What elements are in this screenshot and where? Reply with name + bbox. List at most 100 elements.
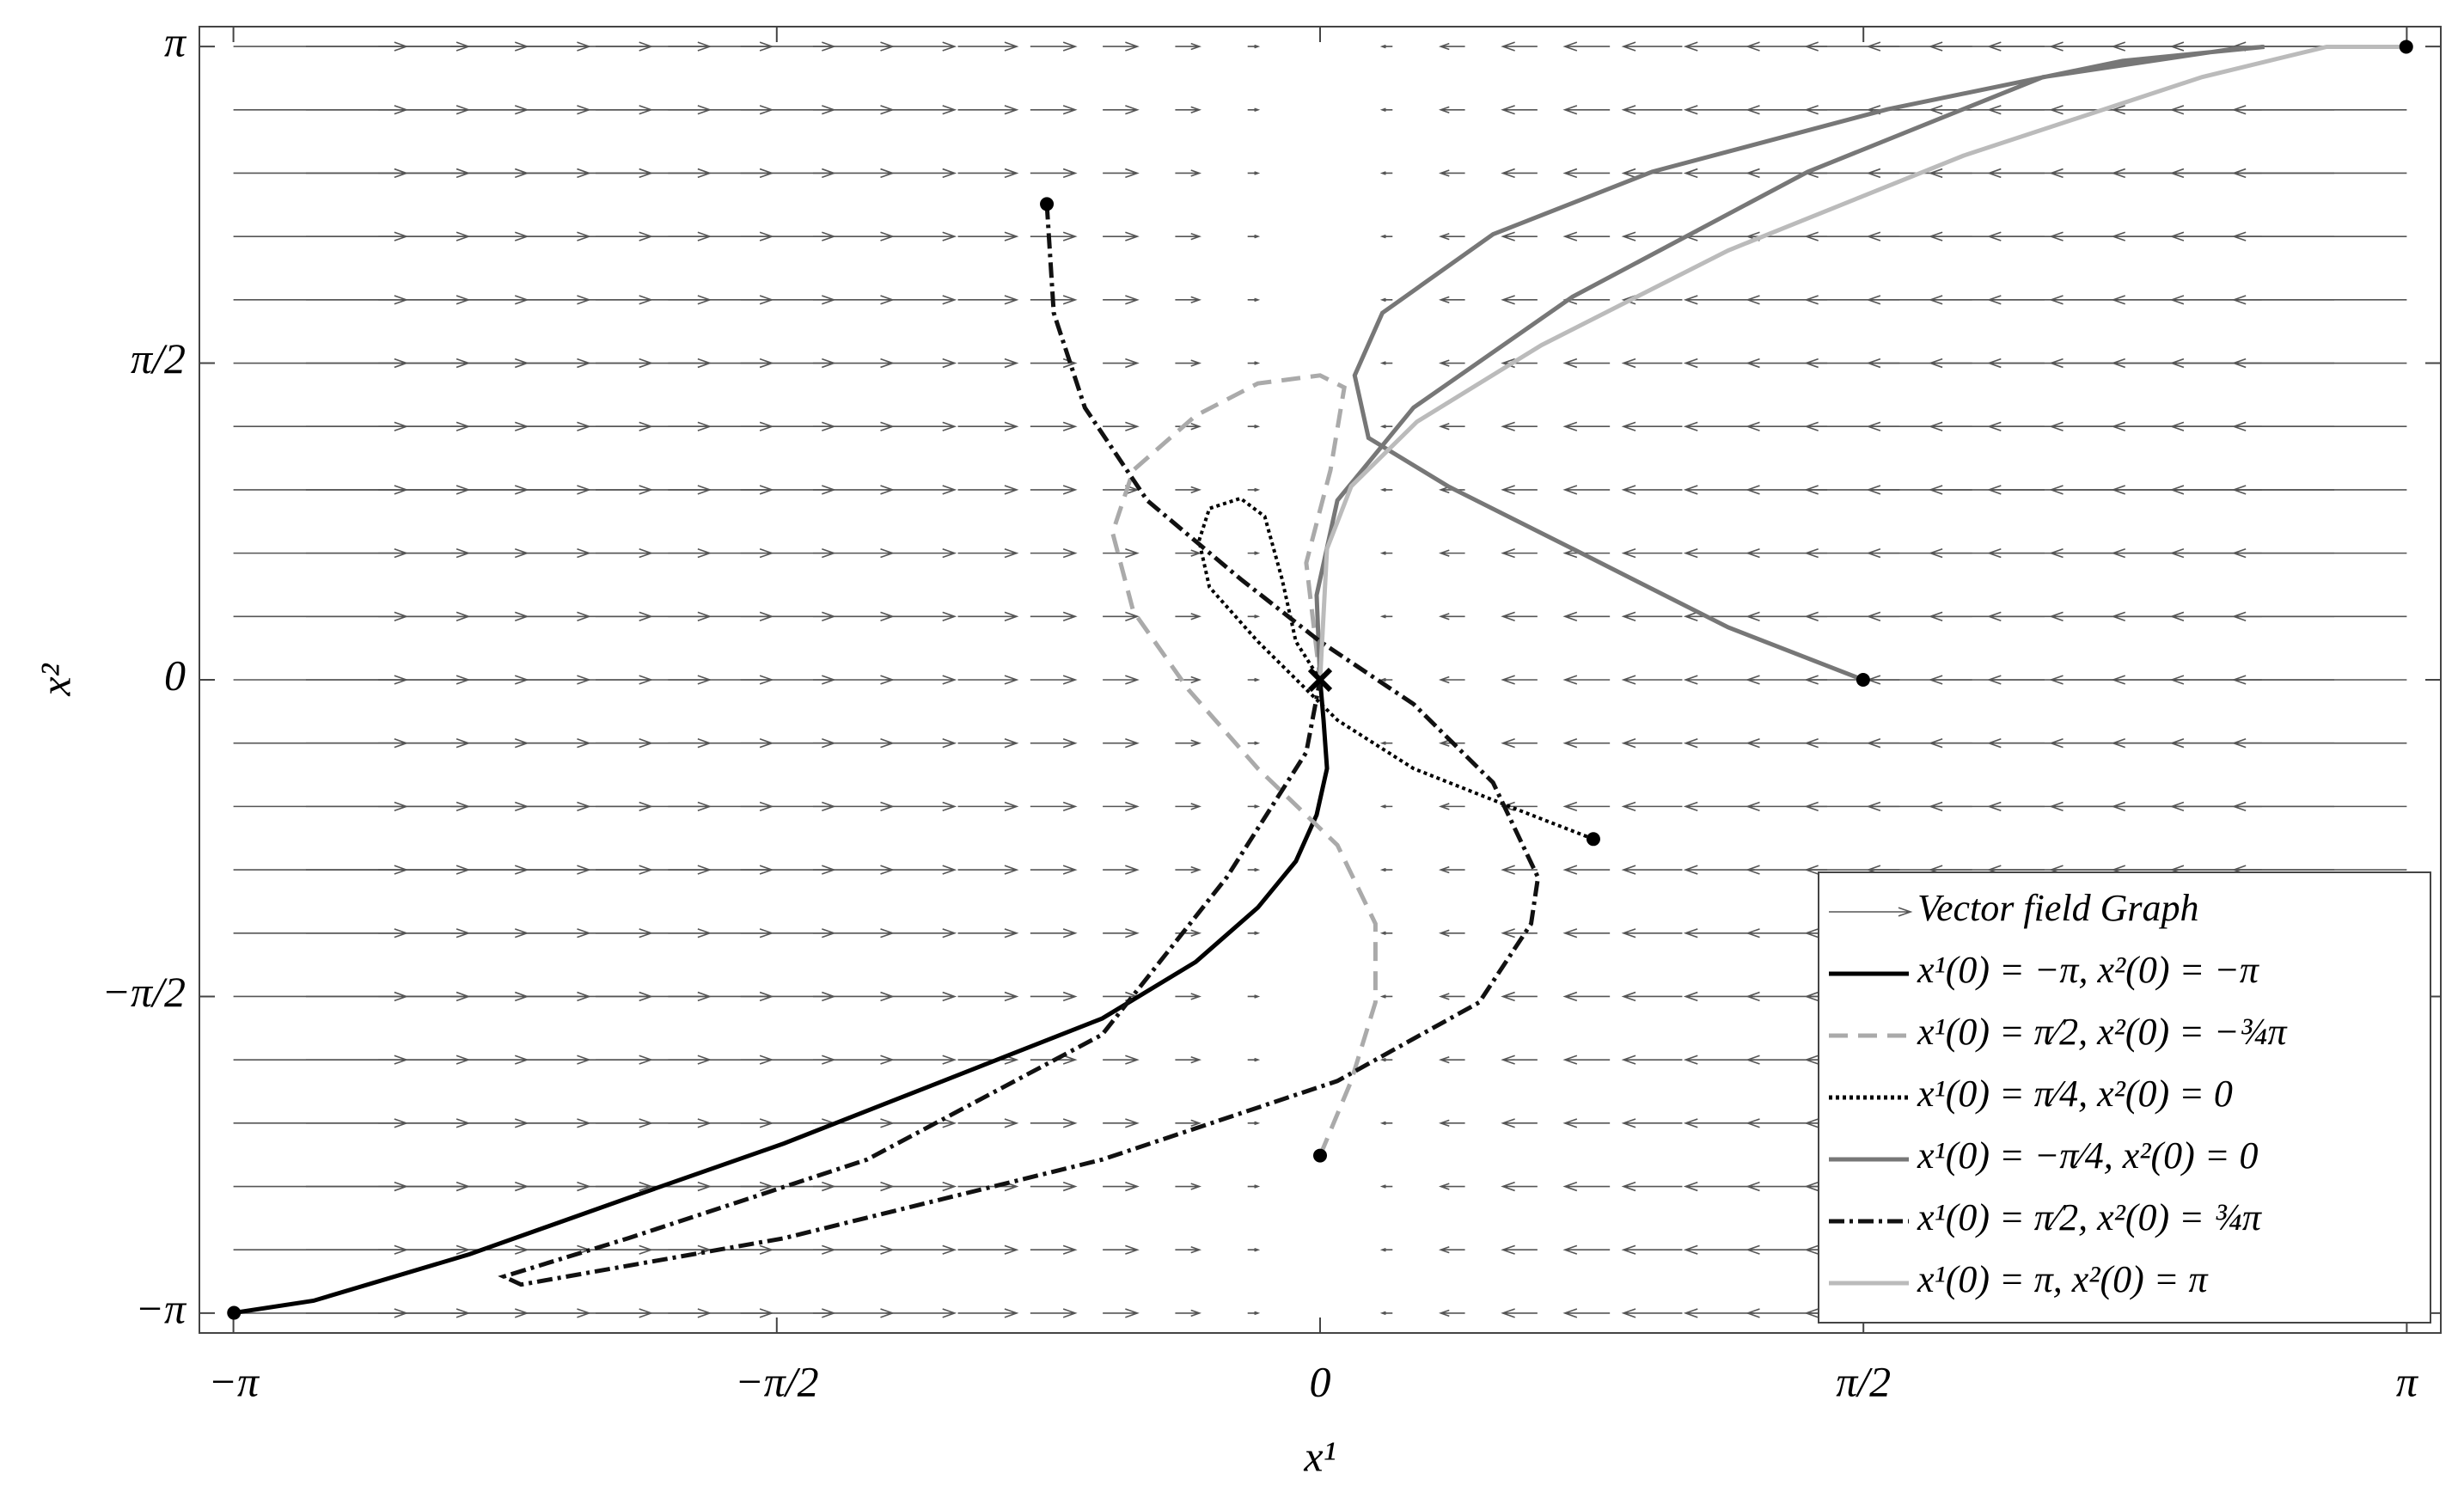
vector-arrow xyxy=(1501,611,1538,621)
vector-arrow xyxy=(1379,1184,1393,1189)
vector-arrow xyxy=(957,485,1019,495)
y-tick-label: −π xyxy=(135,1284,187,1332)
vector-arrow xyxy=(957,928,1019,938)
legend-label: Vector field Graph xyxy=(1917,887,2199,929)
vector-arrow xyxy=(1175,1246,1202,1254)
vector-arrow xyxy=(1247,234,1261,239)
vector-arrow xyxy=(1438,549,1465,557)
vector-arrow xyxy=(1175,613,1202,621)
vector-arrow xyxy=(1030,865,1078,875)
x-tick-label: −π xyxy=(208,1357,260,1405)
vector-arrow xyxy=(1621,358,1683,369)
legend-box xyxy=(1818,871,2431,1324)
vector-arrow xyxy=(885,611,957,621)
vector-arrow xyxy=(885,1055,957,1065)
vector-arrow xyxy=(957,295,1019,305)
vector-arrow xyxy=(957,41,1019,52)
vector-arrow xyxy=(1379,994,1393,999)
vector-arrow xyxy=(1103,41,1140,52)
y-axis-label: x² xyxy=(31,663,79,696)
vector-arrow xyxy=(2231,801,2407,812)
equilibrium-marker xyxy=(1307,667,1333,693)
vector-arrow xyxy=(1438,42,1465,51)
vector-arrow xyxy=(2231,421,2407,431)
legend-label: x¹(0) = −π⁄4, x²(0) = 0 xyxy=(1917,1134,2259,1177)
vector-arrow xyxy=(1379,1247,1393,1252)
vector-arrow xyxy=(1621,105,1683,115)
start-point xyxy=(2399,40,2413,54)
vector-arrow xyxy=(1438,1309,1465,1318)
vector-arrow xyxy=(1438,676,1465,684)
vector-arrow xyxy=(1379,361,1393,365)
start-point xyxy=(1313,1148,1327,1163)
vector-arrow xyxy=(957,421,1019,431)
vector-arrow xyxy=(2231,295,2407,305)
vector-arrow xyxy=(1379,614,1393,619)
vector-arrow xyxy=(1247,487,1261,492)
vector-arrow xyxy=(1103,547,1140,559)
vector-arrow xyxy=(1175,739,1202,747)
vector-arrow xyxy=(1683,738,1755,749)
vector-arrow xyxy=(1103,105,1140,115)
vector-arrow xyxy=(1683,675,1755,685)
vector-arrow xyxy=(885,1308,957,1318)
vector-arrow xyxy=(1501,295,1538,305)
vector-arrow xyxy=(1621,991,1683,1002)
start-point xyxy=(1040,197,1055,211)
vector-arrow xyxy=(1683,865,1755,875)
vector-arrow xyxy=(957,1308,1019,1318)
vector-arrow xyxy=(1562,738,1611,749)
vector-arrow xyxy=(1247,551,1261,555)
vector-arrow xyxy=(885,675,957,685)
vector-arrow xyxy=(1501,1244,1538,1255)
vector-arrow xyxy=(1030,105,1078,115)
vector-arrow xyxy=(1379,44,1393,49)
legend-label: x¹(0) = π⁄4, x²(0) = 0 xyxy=(1917,1073,2233,1115)
vector-arrow xyxy=(1379,867,1393,872)
vector-arrow xyxy=(1175,865,1202,874)
vector-arrow xyxy=(2231,738,2407,749)
vector-arrow xyxy=(1621,865,1683,875)
vector-arrow xyxy=(885,41,957,52)
vector-arrow xyxy=(1247,1311,1261,1316)
vector-arrow xyxy=(1501,1181,1538,1192)
vector-arrow xyxy=(1501,547,1538,559)
vector-arrow xyxy=(1621,547,1683,559)
trajectory xyxy=(1314,44,2265,682)
trajectory xyxy=(1197,496,1594,841)
vector-arrow xyxy=(1175,106,1202,113)
vector-arrow xyxy=(1103,421,1140,431)
vector-arrow xyxy=(1501,231,1538,241)
vector-arrow xyxy=(957,738,1019,749)
vector-arrow xyxy=(1562,1308,1611,1318)
vector-arrow xyxy=(1683,801,1755,812)
vector-arrow xyxy=(957,675,1019,685)
vector-arrow xyxy=(1501,1118,1538,1128)
vector-arrow xyxy=(957,1118,1019,1128)
vector-arrow xyxy=(1103,485,1140,495)
vector-arrow xyxy=(2231,168,2407,179)
vector-arrow xyxy=(1103,1055,1140,1065)
vector-arrow xyxy=(2231,547,2407,559)
vector-arrow xyxy=(885,865,957,875)
vector-arrow xyxy=(1562,928,1611,938)
vector-arrow xyxy=(1438,232,1465,241)
vector-arrow xyxy=(1379,234,1393,239)
vector-arrow xyxy=(1103,611,1140,621)
vector-arrow xyxy=(1175,929,1202,937)
vector-arrow xyxy=(1683,1181,1755,1192)
vector-arrow xyxy=(1030,1244,1078,1255)
vector-arrow xyxy=(1103,865,1140,875)
vector-arrow xyxy=(1175,1309,1202,1318)
trajectory xyxy=(233,679,1330,1316)
vector-arrow xyxy=(1438,106,1465,113)
vector-arrow xyxy=(1379,1121,1393,1126)
y-tick-label: π/2 xyxy=(131,334,186,382)
vector-arrow xyxy=(1621,421,1683,431)
vector-arrow xyxy=(1621,1055,1683,1065)
vector-arrow xyxy=(1030,41,1078,52)
vector-arrow xyxy=(957,168,1019,179)
vector-arrow xyxy=(1562,865,1611,875)
vector-arrow xyxy=(885,801,957,812)
vector-arrow xyxy=(1562,675,1611,685)
